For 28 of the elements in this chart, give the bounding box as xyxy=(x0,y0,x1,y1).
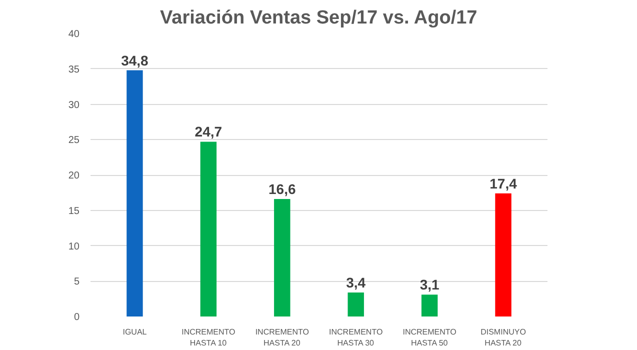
y-tick-label: 20 xyxy=(68,170,80,182)
y-tick-label: 0 xyxy=(74,312,80,323)
data-label: 3,4 xyxy=(346,274,366,290)
x-tick-label: INCREMENTO HASTA 30 xyxy=(329,328,383,348)
bar xyxy=(126,70,143,316)
y-tick-label: 15 xyxy=(68,206,80,217)
y-tick-label: 40 xyxy=(68,29,80,40)
y-tick-label: 25 xyxy=(68,135,80,146)
y-tick-label: 10 xyxy=(68,241,80,252)
y-tick-label: 35 xyxy=(68,64,80,76)
x-tick-label: IGUAL xyxy=(122,328,148,336)
data-label: 34,8 xyxy=(121,52,149,68)
x-tick-label: INCREMENTO HASTA 20 xyxy=(255,328,309,348)
y-tick-label: 30 xyxy=(68,100,80,111)
bar xyxy=(348,292,364,316)
data-label: 3,1 xyxy=(420,276,440,293)
x-tick-label: INCREMENTO HASTA 10 xyxy=(182,328,236,348)
bar xyxy=(495,193,512,316)
data-label: 17,4 xyxy=(490,175,518,192)
x-tick-label: DISMINUYO HASTA 20 xyxy=(480,328,526,348)
bar xyxy=(421,294,438,316)
y-tick-label: 5 xyxy=(74,276,80,288)
bar xyxy=(274,199,290,316)
data-label: 16,6 xyxy=(268,181,296,198)
chart-title: Variación Ventas Sep/17 vs. Ago/17 xyxy=(160,8,478,28)
data-label: 24,7 xyxy=(194,124,222,140)
bar xyxy=(200,142,217,316)
x-tick-label: INCREMENTO HASTA 50 xyxy=(402,328,456,348)
